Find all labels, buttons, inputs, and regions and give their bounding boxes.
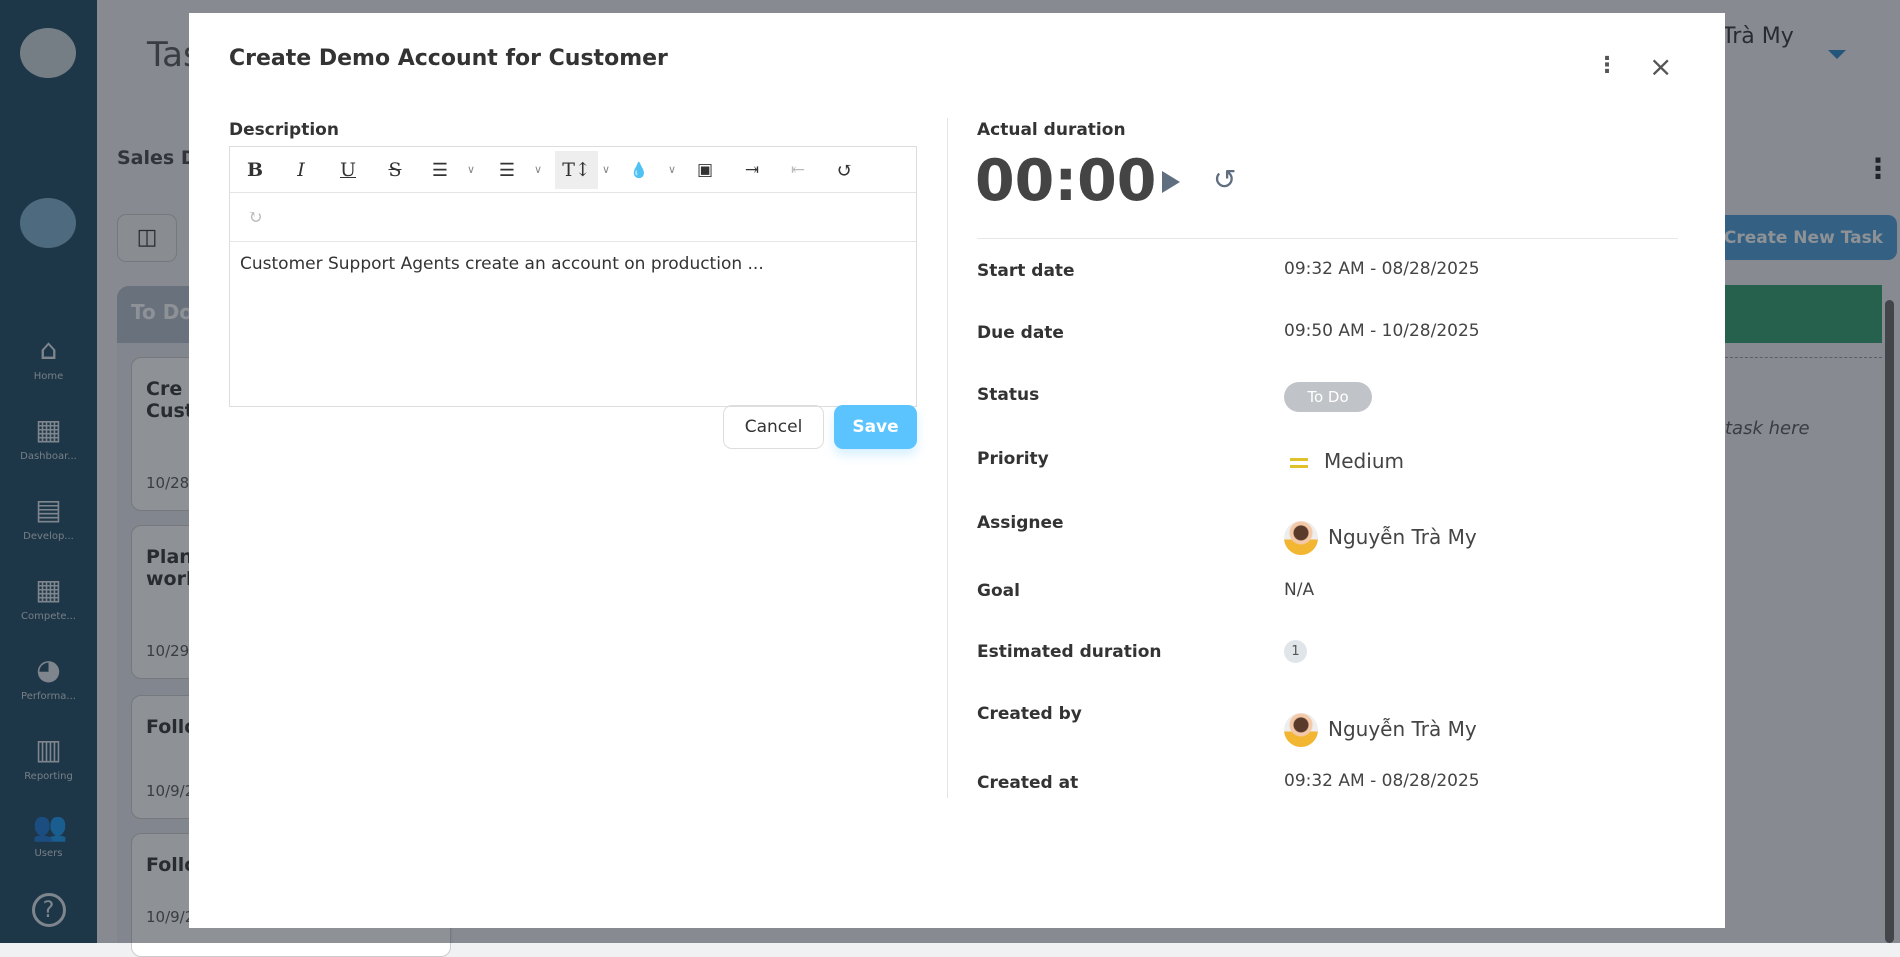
goal-label: Goal: [977, 581, 1020, 601]
description-input[interactable]: Customer Support Agents create an accoun…: [240, 254, 764, 274]
outdent-icon[interactable]: ⇤: [790, 160, 806, 180]
image-icon[interactable]: ▣: [696, 160, 714, 180]
estimated-duration-label: Estimated duration: [977, 642, 1162, 662]
estimated-duration-badge[interactable]: 1: [1284, 640, 1307, 663]
bold-icon[interactable]: B: [246, 159, 264, 181]
numbered-list-icon[interactable]: ☰: [498, 159, 516, 181]
more-options-icon[interactable]: ⋮: [1596, 53, 1618, 78]
start-date-label: Start date: [977, 261, 1075, 281]
created-at-value: 09:32 AM - 08/28/2025: [1284, 771, 1480, 791]
chevron-down-icon[interactable]: ∨: [602, 163, 611, 176]
redo-icon[interactable]: ↻: [247, 207, 263, 228]
due-date-value[interactable]: 09:50 AM - 10/28/2025: [1284, 321, 1480, 341]
cancel-button[interactable]: Cancel: [723, 405, 824, 449]
editor-toolbar: B I U S ☰ ∨ ☰ ∨ T↕ ∨ 💧 ∨ ▣ ⇥ ⇤ ↺: [230, 147, 916, 193]
reset-timer-icon[interactable]: ↺: [1213, 163, 1237, 196]
font-size-icon[interactable]: T↕: [555, 151, 598, 189]
created-by-label: Created by: [977, 704, 1082, 724]
strikethrough-icon[interactable]: S: [388, 159, 402, 181]
timer-display: 00:00: [975, 148, 1157, 214]
divider: [977, 238, 1678, 239]
chevron-down-icon[interactable]: ∨: [467, 163, 476, 176]
text-color-icon[interactable]: 💧: [629, 161, 649, 179]
creator-avatar: [1284, 713, 1318, 747]
assignee-avatar: [1284, 521, 1318, 555]
priority-medium-icon: [1290, 458, 1308, 468]
editor-toolbar-row-2: ↻: [230, 193, 916, 242]
due-date-label: Due date: [977, 323, 1064, 343]
actual-duration-label: Actual duration: [977, 120, 1126, 140]
description-label: Description: [229, 120, 339, 140]
bullet-list-icon[interactable]: ☰: [431, 159, 449, 181]
indent-icon[interactable]: ⇥: [744, 160, 760, 180]
start-date-value[interactable]: 09:32 AM - 08/28/2025: [1284, 259, 1480, 279]
undo-icon[interactable]: ↺: [836, 158, 854, 182]
chevron-down-icon[interactable]: ∨: [534, 163, 543, 176]
underline-icon[interactable]: U: [339, 159, 356, 181]
italic-icon[interactable]: I: [297, 159, 305, 181]
status-label: Status: [977, 385, 1040, 405]
chevron-down-icon[interactable]: ∨: [668, 163, 677, 176]
assignee-label: Assignee: [977, 513, 1064, 533]
column-divider: [947, 118, 948, 798]
modal-title: Create Demo Account for Customer: [229, 46, 668, 71]
status-badge[interactable]: To Do: [1284, 382, 1372, 412]
created-at-label: Created at: [977, 773, 1079, 793]
save-button[interactable]: Save: [834, 405, 917, 449]
task-modal: Create Demo Account for Customer ⋮ × Des…: [189, 13, 1725, 928]
goal-value[interactable]: N/A: [1284, 580, 1315, 600]
assignee-value[interactable]: Nguyễn Trà My: [1328, 525, 1477, 549]
description-editor: B I U S ☰ ∨ ☰ ∨ T↕ ∨ 💧 ∨ ▣ ⇥ ⇤ ↺ ↻ Customer …: [229, 146, 917, 407]
created-by-value: Nguyễn Trà My: [1328, 717, 1477, 741]
play-icon[interactable]: [1162, 171, 1180, 193]
priority-label: Priority: [977, 449, 1049, 469]
priority-value[interactable]: Medium: [1324, 449, 1404, 473]
close-icon[interactable]: ×: [1649, 50, 1673, 83]
